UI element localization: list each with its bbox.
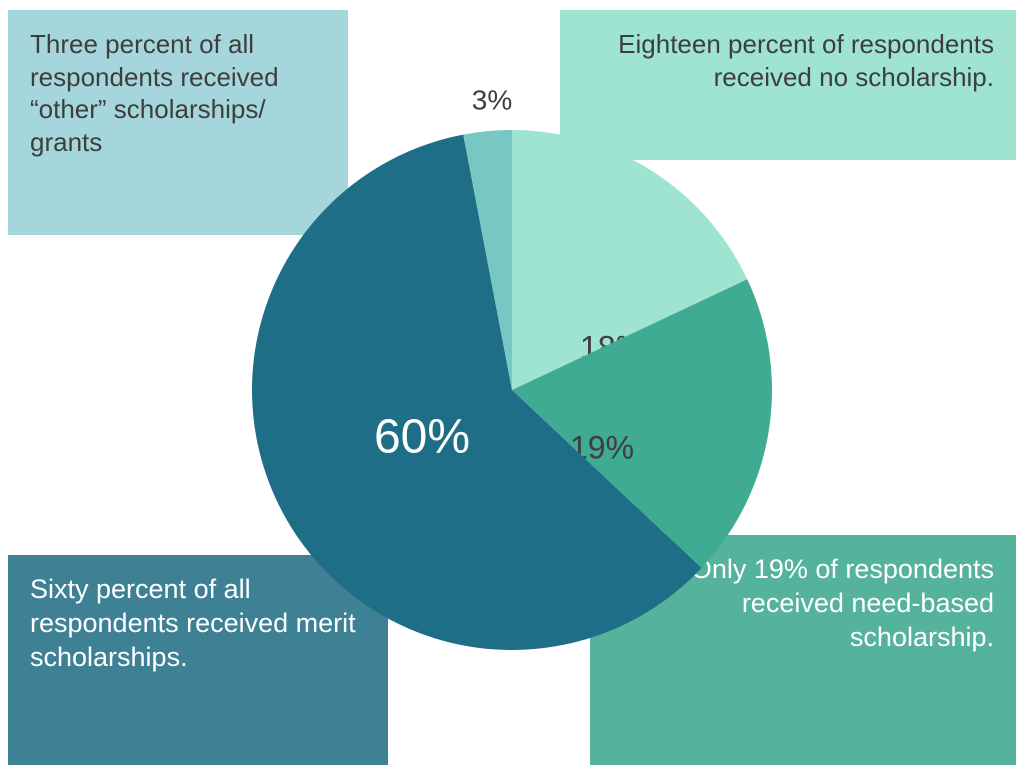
callout-top-left-text: Three percent of all respondents receive… — [30, 29, 279, 157]
pie-label-merit: 60% — [374, 411, 470, 464]
pie-chart: 18%19%60%3% — [252, 130, 772, 650]
infographic-canvas: Three percent of all respondents receive… — [0, 0, 1024, 772]
pie-label-other: 3% — [472, 84, 512, 115]
pie-svg: 18%19%60%3% — [252, 130, 772, 650]
callout-top-right-text: Eighteen percent of respondents received… — [618, 29, 994, 92]
